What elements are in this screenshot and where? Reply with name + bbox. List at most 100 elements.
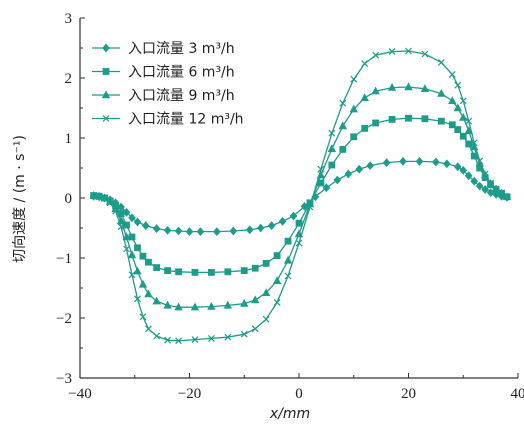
data-point-triangle <box>261 288 271 296</box>
cross-stroke <box>95 193 103 201</box>
data-point-diamond <box>174 226 183 236</box>
cross-stroke <box>90 192 98 200</box>
data-point-cross <box>123 245 130 253</box>
cross-stroke <box>123 245 130 253</box>
data-point-diamond <box>185 227 194 236</box>
data-point-diamond <box>344 169 353 179</box>
x-tick-label: −40 <box>68 386 91 402</box>
data-point-cross <box>503 193 511 201</box>
data-point-cross <box>465 117 473 125</box>
cross-stroke <box>240 330 248 338</box>
data-point-diamond <box>415 157 424 166</box>
data-point-cross <box>240 330 248 338</box>
data-point-triangle <box>190 302 200 311</box>
data-point-square <box>405 114 412 122</box>
cross-stroke <box>361 60 369 68</box>
data-point-triangle <box>459 113 468 121</box>
data-point-diamond <box>152 224 161 233</box>
data-point-cross <box>470 139 478 147</box>
legend-label: 入口流量 3 m³/h <box>128 41 235 57</box>
data-point-triangle <box>251 295 260 304</box>
cross-stroke <box>498 189 505 197</box>
cross-stroke <box>102 115 110 122</box>
data-point-diamond <box>300 202 309 211</box>
data-point-cross <box>295 239 303 247</box>
cross-stroke <box>481 170 489 178</box>
data-point-cross <box>128 271 136 279</box>
data-point-cross <box>102 115 110 122</box>
x-tick-label: 0 <box>295 386 303 402</box>
series-line <box>93 117 508 274</box>
cross-stroke <box>112 207 120 215</box>
data-point-square <box>454 126 462 133</box>
data-point-square <box>134 244 141 252</box>
cross-stroke <box>503 193 511 201</box>
y-tick-label: −3 <box>56 371 72 387</box>
data-point-cross <box>388 48 396 56</box>
x-axis-label: x/mm <box>269 406 310 422</box>
data-point-triangle <box>453 103 462 112</box>
data-point-cross <box>139 313 147 321</box>
legend-label: 入口流量 6 m³/h <box>128 65 235 81</box>
y-tick-label: 3 <box>65 11 73 27</box>
data-point-diamond <box>481 185 489 194</box>
legend-label: 入口流量 9 m³/h <box>128 88 235 104</box>
series-2 <box>90 114 511 276</box>
data-point-square <box>191 269 199 276</box>
data-point-square <box>251 264 259 272</box>
data-point-cross <box>101 194 109 202</box>
cross-stroke <box>145 325 152 333</box>
data-point-cross <box>175 337 182 345</box>
data-point-cross <box>372 51 380 59</box>
data-point-diamond <box>311 192 320 202</box>
data-point-square <box>175 268 182 276</box>
data-point-square <box>128 233 136 241</box>
data-point-diamond <box>432 157 440 167</box>
legend-item: 入口流量 9 m³/h <box>92 88 235 104</box>
data-point-square <box>317 179 325 187</box>
data-point-square <box>465 140 473 148</box>
data-point-cross <box>448 70 456 78</box>
data-point-diamond <box>256 223 265 233</box>
cross-stroke <box>328 129 336 137</box>
data-point-triangle <box>387 83 397 91</box>
data-point-cross <box>207 334 215 342</box>
data-point-triangle <box>127 250 137 259</box>
cross-stroke <box>350 75 358 83</box>
data-point-diamond <box>459 166 468 175</box>
data-point-triangle <box>163 300 172 309</box>
data-point-diamond <box>128 213 136 223</box>
data-point-cross <box>153 332 161 340</box>
data-point-triangle <box>105 197 115 205</box>
data-point-triangle <box>448 96 457 104</box>
data-point-diamond <box>382 158 391 167</box>
data-point-triangle <box>327 144 337 152</box>
data-point-triangle <box>207 302 216 310</box>
data-point-triangle <box>111 204 120 212</box>
data-point-square <box>361 125 369 132</box>
cross-stroke <box>295 239 303 247</box>
cross-stroke <box>421 50 429 58</box>
data-point-cross <box>306 203 314 211</box>
data-point-square <box>123 221 130 229</box>
legend-label: 入口流量 12 m³/h <box>128 112 244 128</box>
data-point-triangle <box>371 86 380 95</box>
cross-stroke <box>139 313 147 321</box>
data-point-cross <box>487 179 495 187</box>
cross-stroke <box>273 298 281 306</box>
cross-stroke <box>175 337 182 345</box>
data-point-triangle <box>240 299 249 307</box>
data-point-cross <box>106 199 114 207</box>
x-tick-label: 40 <box>511 386 524 402</box>
data-point-triangle <box>283 255 293 264</box>
cross-stroke <box>262 315 270 323</box>
cross-stroke <box>224 333 232 341</box>
y-tick-label: 2 <box>65 71 73 87</box>
data-point-triangle <box>133 266 142 275</box>
x-tick-label: −20 <box>178 386 201 402</box>
cross-stroke <box>317 165 325 173</box>
data-point-square <box>284 237 292 245</box>
y-tick-label: −2 <box>56 311 72 327</box>
data-point-cross <box>317 165 325 173</box>
